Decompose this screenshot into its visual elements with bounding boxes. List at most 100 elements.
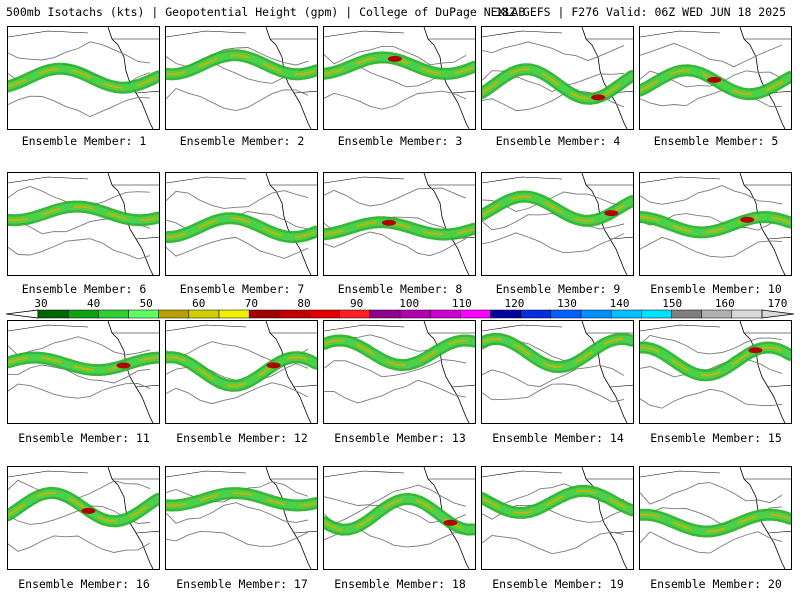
ensemble-member-label: Ensemble Member: 10 (650, 282, 782, 296)
height-contour (324, 359, 467, 378)
height-contour (8, 238, 151, 260)
jet-maximum (740, 216, 755, 223)
coastline (581, 321, 628, 423)
member-map-graphic (324, 467, 475, 569)
member-map-graphic (166, 321, 317, 423)
colorbar-tick-label: 170 (767, 297, 787, 310)
height-contour (8, 95, 151, 118)
colorbar-tick-label: 90 (350, 297, 363, 310)
ensemble-member-map-7 (165, 172, 318, 276)
ensemble-member-map-14 (481, 320, 634, 424)
coastline (423, 27, 470, 129)
colorbar-tick-label: 150 (662, 297, 682, 310)
ensemble-member-map-2 (165, 26, 318, 130)
colorbar-segment (218, 309, 250, 319)
jet-maximum (266, 362, 281, 369)
colorbar-segment (37, 309, 69, 319)
jet-core (640, 513, 791, 533)
member-map-graphic (8, 467, 159, 569)
coastline (581, 173, 628, 275)
ensemble-member-map-18 (323, 466, 476, 570)
height-contour (8, 535, 151, 553)
member-map-graphic (8, 27, 159, 129)
jet-maximum (387, 55, 402, 62)
ensemble-member-map-5 (639, 26, 792, 130)
member-map-graphic (482, 27, 633, 129)
coastline (739, 321, 786, 423)
ensemble-member-label: Ensemble Member: 9 (495, 282, 621, 296)
colorbar-segment (429, 309, 461, 319)
jet-maximum (707, 76, 722, 83)
height-contour (166, 236, 309, 259)
jet-core (640, 215, 791, 234)
colorbar-segment (309, 309, 340, 319)
jet-maximum (443, 519, 458, 526)
ensemble-member-label: Ensemble Member: 8 (337, 282, 463, 296)
ensemble-member-map-19 (481, 466, 634, 570)
colorbar-segment (67, 309, 99, 319)
ensemble-member-label: Ensemble Member: 18 (334, 577, 466, 591)
coastline (581, 27, 628, 129)
colorbar-segment (369, 309, 401, 319)
colorbar-tick-label: 120 (504, 297, 524, 310)
colorbar-arrow-right (761, 309, 795, 319)
political-border (166, 470, 317, 534)
height-contour (166, 530, 309, 547)
height-contour (166, 502, 309, 524)
colorbar-tick-label: 110 (452, 297, 472, 310)
colorbar-segment (128, 309, 159, 319)
colorbar-segment (339, 309, 371, 319)
height-contour (640, 42, 783, 68)
height-contour (8, 364, 151, 384)
jet-core (640, 346, 791, 377)
coastline (265, 467, 312, 569)
height-contour (482, 212, 625, 231)
height-contour (324, 231, 467, 257)
ensemble-member-label: Ensemble Member: 5 (653, 134, 779, 148)
height-contour (482, 531, 625, 555)
ensemble-member-label: Ensemble Member: 17 (176, 577, 308, 591)
ensemble-member-label: Ensemble Member: 20 (650, 577, 782, 591)
ensemble-member-label: Ensemble Member: 2 (179, 134, 305, 148)
ensemble-member-label: Ensemble Member: 19 (492, 577, 624, 591)
height-contour (8, 41, 151, 64)
ensemble-member-map-6 (7, 172, 160, 276)
jet-core (324, 339, 475, 367)
coastline (107, 321, 154, 423)
ensemble-member-label: Ensemble Member: 3 (337, 134, 463, 148)
height-contour (482, 232, 625, 254)
colorbar-segment (399, 309, 431, 319)
coastline (581, 467, 628, 569)
jet-core (166, 356, 317, 387)
ensemble-member-label: Ensemble Member: 14 (492, 431, 624, 445)
ensemble-member-map-9 (481, 172, 634, 276)
member-map-graphic (166, 467, 317, 569)
jet-core (8, 205, 159, 222)
ensemble-member-map-11 (7, 320, 160, 424)
colorbar-segment (731, 309, 763, 319)
member-map-graphic (324, 321, 475, 423)
colorbar-segment (279, 309, 310, 319)
ensemble-member-label: Ensemble Member: 7 (179, 282, 305, 296)
colorbar-segment (248, 309, 280, 319)
political-border (8, 470, 159, 534)
member-map-graphic (166, 27, 317, 129)
map-title: 500mb Isotachs (kts) | Geopotential Heig… (6, 5, 526, 19)
ensemble-member-map-17 (165, 466, 318, 570)
height-contour (324, 45, 467, 66)
height-contour (482, 364, 625, 388)
isotach-colorbar: 30 40 50 60 70 80 90 100 110 120 130 140 150 160 170 (5, 297, 795, 319)
colorbar-segment (701, 309, 733, 319)
member-map-graphic (482, 321, 633, 423)
ensemble-member-label: Ensemble Member: 6 (21, 282, 147, 296)
member-map-graphic (640, 27, 791, 129)
height-contour (640, 236, 783, 258)
height-contour (640, 185, 783, 205)
member-map-graphic (8, 321, 159, 423)
jet-core (8, 491, 159, 523)
coastline (739, 173, 786, 275)
ensemble-member-map-12 (165, 320, 318, 424)
member-map-graphic (482, 173, 633, 275)
colorbar-segment (610, 309, 642, 319)
ensemble-member-map-3 (323, 26, 476, 130)
